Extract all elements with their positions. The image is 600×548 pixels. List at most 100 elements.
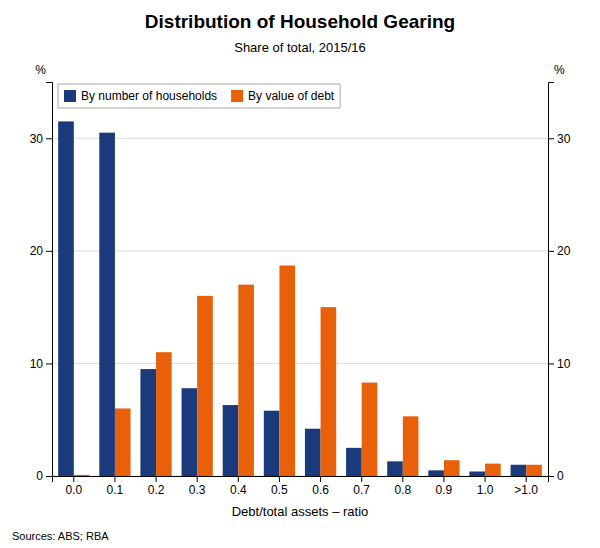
tick-label: 10 [557, 357, 571, 371]
legend-swatch [231, 90, 243, 102]
bar [321, 307, 337, 476]
tick-label: 0.1 [107, 483, 124, 497]
tick: 0.4 [230, 476, 247, 497]
tick-label: 30 [557, 132, 571, 146]
tick-mark [548, 251, 554, 252]
bar [387, 461, 403, 476]
tick-mark [443, 476, 444, 482]
tick-mark [485, 476, 486, 482]
tick-label: 0.8 [394, 483, 411, 497]
tick: 0.0 [65, 476, 82, 497]
bar [156, 352, 172, 476]
tick: 0.8 [394, 476, 411, 497]
tick: 20 [548, 244, 571, 258]
legend-label: By value of debt [248, 89, 335, 103]
tick-mark [46, 251, 52, 252]
bar [511, 465, 527, 476]
legend: By number of households By value of debt [58, 84, 340, 108]
tick-label: >1.0 [514, 483, 538, 497]
axis-line [549, 83, 555, 477]
tick: 0.2 [148, 476, 165, 497]
bar-series [58, 121, 526, 476]
y-axis: 0 10 20 30 [30, 83, 53, 484]
tick-label: 0.2 [148, 483, 165, 497]
tick-mark [279, 476, 280, 482]
tick-label: 20 [30, 244, 44, 258]
tick-label: 1.0 [477, 483, 494, 497]
title: Distribution of Household Gearing [145, 11, 455, 32]
bar [346, 448, 362, 476]
tick: 0 [36, 469, 52, 483]
legend-label: By number of households [81, 89, 217, 103]
y2-axis: 0 10 20 30 [548, 83, 571, 484]
tick: 0.7 [353, 476, 370, 497]
tick-mark [197, 476, 198, 482]
tick-label: 0 [36, 469, 43, 483]
x-axis: 0.0 0.1 0.2 0.3 0.4 0.5 0.6 0.7 0.8 0.9 1.0 >1.0 [53, 476, 549, 497]
tick: 20 [30, 244, 52, 258]
tick-label: 30 [30, 132, 44, 146]
bar [526, 465, 542, 476]
bar [238, 285, 254, 476]
tick: 0.3 [189, 476, 206, 497]
bar [115, 408, 131, 476]
tick-label: 20 [557, 244, 571, 258]
tick: 0 [548, 469, 564, 483]
tick: 0.6 [312, 476, 329, 497]
plot-area: 0.0 0.1 0.2 0.3 0.4 0.5 0.6 0.7 0.8 0.9 1.0 >1.0 0 10… [30, 63, 571, 519]
bar-series [74, 265, 542, 476]
tick: 30 [30, 132, 52, 146]
bar [444, 460, 460, 476]
tick-label: 0.3 [189, 483, 206, 497]
bar [279, 265, 295, 476]
chart: Distribution of Household Gearing Share o… [0, 0, 600, 548]
tick-label: 0.9 [436, 483, 453, 497]
bar [264, 411, 280, 476]
legend-frame [58, 84, 340, 108]
legend-swatch [64, 90, 76, 102]
tick-mark [548, 138, 554, 139]
tick-mark [114, 476, 115, 482]
axis-line [46, 83, 53, 477]
tick: 0.1 [107, 476, 124, 497]
bar [223, 405, 239, 476]
source: Sources: ABS; RBA [12, 530, 109, 542]
grid-line [52, 250, 548, 251]
tick: 1.0 [477, 476, 494, 497]
bar [58, 121, 74, 476]
grid-line [52, 138, 548, 139]
tick: >1.0 [514, 476, 538, 497]
bars [58, 121, 542, 476]
tick-label: 0 [557, 469, 564, 483]
subtitle: Share of total, 2015/16 [234, 40, 366, 55]
bar [182, 388, 198, 476]
tick-mark [548, 476, 554, 477]
tick-label: 0.7 [353, 483, 370, 497]
tick-label: 0.4 [230, 483, 247, 497]
tick-mark [402, 476, 403, 482]
bar [362, 383, 378, 476]
axis-line [53, 477, 549, 483]
tick-mark [73, 476, 74, 482]
tick-mark [156, 476, 157, 482]
bar [305, 429, 321, 476]
bar [140, 369, 156, 476]
tick-mark [361, 476, 362, 482]
tick-label: 0.5 [271, 483, 288, 497]
tick-mark [46, 138, 52, 139]
tick-mark [548, 363, 554, 364]
tick: 30 [548, 132, 571, 146]
tick-mark [238, 476, 239, 482]
y-axis-label: % [35, 63, 46, 77]
tick-mark [46, 363, 52, 364]
tick-mark [526, 476, 527, 482]
grid-line [52, 363, 548, 364]
tick: 0.5 [271, 476, 288, 497]
bar [428, 470, 444, 476]
tick-mark [46, 476, 52, 477]
tick: 10 [30, 357, 52, 371]
tick-mark [320, 476, 321, 482]
tick: 10 [548, 357, 571, 371]
bar [403, 416, 419, 476]
x-axis-label: Debt/total assets – ratio [232, 504, 369, 519]
